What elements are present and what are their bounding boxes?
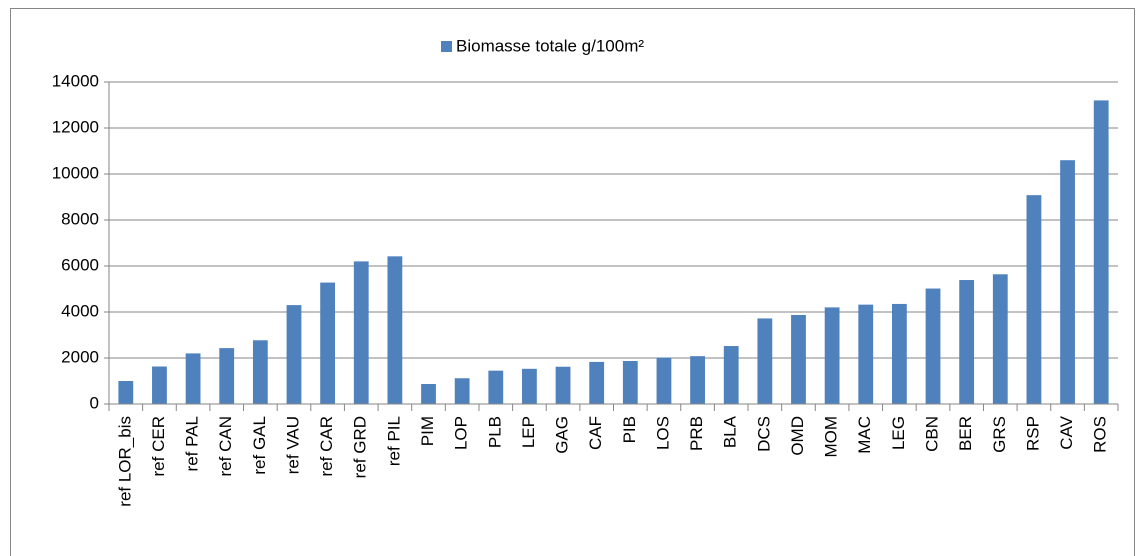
bar <box>387 256 403 404</box>
x-tick-label: DCS <box>754 416 773 452</box>
x-tick-label: ref VAU <box>283 416 302 474</box>
bar <box>757 318 773 404</box>
legend-swatch <box>441 41 452 52</box>
x-tick-label: OMD <box>788 416 807 456</box>
bar <box>690 356 705 404</box>
x-tick-label: PIB <box>620 416 639 443</box>
x-tick-label: ref LOR_bis <box>115 416 134 507</box>
bar <box>925 288 941 404</box>
bar <box>152 366 167 404</box>
y-tick-label: 10000 <box>52 163 99 182</box>
y-tick-label: 14000 <box>52 71 99 90</box>
x-tick-label: PRB <box>687 416 706 451</box>
x-tick-label: LOS <box>653 416 672 450</box>
bar <box>791 314 806 404</box>
x-tick-label: CAF <box>586 416 605 450</box>
x-tick-label: LOP <box>452 416 471 450</box>
x-tick-label: RSP <box>1023 416 1042 451</box>
y-tick-label: 0 <box>90 393 99 412</box>
bar <box>421 383 436 404</box>
bar <box>1060 160 1075 404</box>
x-tick-label: LEG <box>889 416 908 450</box>
x-tick-label: CBN <box>923 416 942 452</box>
x-tick-label: ref CAR <box>317 416 336 476</box>
y-tick-label: 2000 <box>61 347 99 366</box>
x-tick-label: ref PIL <box>384 416 403 466</box>
chart-border <box>10 8 1135 556</box>
bar <box>353 261 369 404</box>
bar <box>454 378 470 404</box>
bar <box>656 357 672 404</box>
bar <box>891 303 907 404</box>
bar <box>555 366 571 404</box>
bar <box>622 360 638 404</box>
bar <box>824 307 840 404</box>
x-tick-label: PIM <box>418 416 437 446</box>
bar <box>488 370 504 404</box>
bar <box>959 280 975 404</box>
bar <box>185 353 201 404</box>
x-tick-label: MOM <box>822 416 841 458</box>
x-tick-label: GRS <box>990 416 1009 453</box>
legend-label: Biomasse totale g/100m² <box>456 36 644 55</box>
x-tick-label: GAG <box>553 416 572 454</box>
x-tick-label: ref GRD <box>351 416 370 478</box>
bar <box>1093 100 1109 405</box>
bar <box>286 305 302 404</box>
x-tick-label: ref PAL <box>183 416 202 471</box>
bar <box>320 282 336 404</box>
bar <box>219 348 235 404</box>
x-tick-label: PLB <box>485 416 504 448</box>
bar <box>252 340 268 404</box>
bar <box>1026 195 1042 404</box>
y-tick-label: 8000 <box>61 209 99 228</box>
bar <box>723 346 739 404</box>
x-tick-label: ref GAL <box>250 416 269 475</box>
x-tick-label: ref CER <box>149 416 168 476</box>
bar <box>992 274 1008 404</box>
x-tick-label: ROS <box>1091 416 1110 453</box>
y-tick-label: 6000 <box>61 255 99 274</box>
bar <box>522 368 537 404</box>
x-tick-label: LEP <box>519 416 538 448</box>
x-tick-label: BLA <box>721 415 740 448</box>
y-tick-label: 12000 <box>52 117 99 136</box>
x-tick-label: ref CAN <box>216 416 235 476</box>
x-tick-label: BER <box>956 416 975 451</box>
bar <box>118 381 134 404</box>
bar <box>858 304 874 404</box>
y-tick-label: 4000 <box>61 301 99 320</box>
x-tick-label: CAV <box>1057 415 1076 449</box>
bar <box>589 361 605 404</box>
x-tick-label: MAC <box>855 416 874 454</box>
